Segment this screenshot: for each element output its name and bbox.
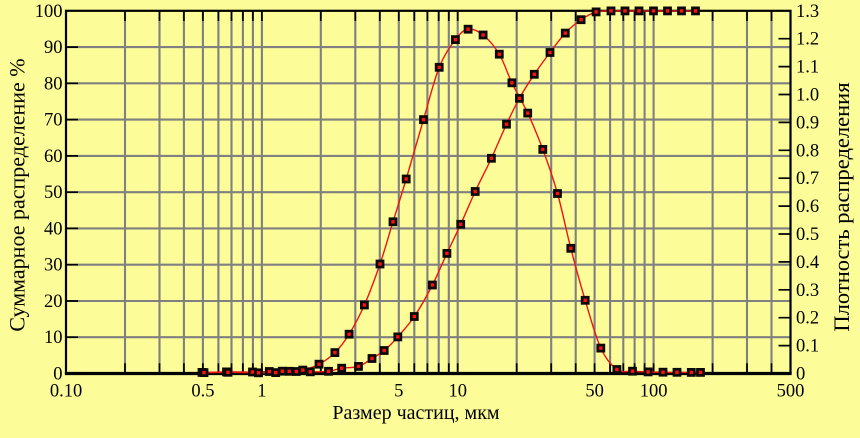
svg-text:Суммарное распределение %: Суммарное распределение %: [5, 58, 30, 331]
svg-text:10: 10: [44, 328, 63, 348]
svg-text:5: 5: [394, 382, 403, 402]
svg-text:20: 20: [44, 292, 63, 312]
svg-text:100: 100: [640, 382, 668, 402]
svg-text:0.2: 0.2: [796, 309, 819, 329]
svg-text:90: 90: [44, 38, 63, 58]
svg-text:50: 50: [44, 183, 63, 203]
svg-text:1: 1: [257, 382, 266, 402]
svg-text:70: 70: [44, 111, 63, 131]
svg-text:1.3: 1.3: [796, 2, 819, 22]
svg-text:40: 40: [44, 219, 63, 239]
svg-text:0.4: 0.4: [796, 253, 819, 273]
svg-text:0.1: 0.1: [796, 337, 819, 357]
svg-text:80: 80: [44, 74, 63, 94]
svg-text:10: 10: [448, 382, 467, 402]
svg-text:0.8: 0.8: [796, 141, 819, 161]
svg-text:0: 0: [53, 365, 62, 385]
svg-text:0.3: 0.3: [796, 281, 819, 301]
svg-text:100: 100: [35, 2, 63, 22]
svg-text:1.1: 1.1: [796, 58, 819, 78]
svg-text:Размер частиц, мкм: Размер частиц, мкм: [332, 402, 499, 424]
svg-text:0.5: 0.5: [191, 382, 214, 402]
svg-text:500: 500: [777, 382, 805, 402]
svg-text:0.5: 0.5: [796, 225, 819, 245]
svg-text:0: 0: [796, 365, 805, 385]
svg-text:Плотность распределения: Плотность распределения: [829, 82, 854, 331]
svg-text:30: 30: [44, 256, 63, 276]
svg-text:60: 60: [44, 147, 63, 167]
svg-text:50: 50: [585, 382, 604, 402]
svg-text:0.9: 0.9: [796, 113, 819, 133]
svg-text:0.7: 0.7: [796, 169, 819, 189]
svg-text:1.0: 1.0: [796, 86, 819, 106]
svg-text:0.10: 0.10: [50, 382, 82, 402]
svg-text:1.2: 1.2: [796, 30, 819, 50]
svg-text:0.6: 0.6: [796, 197, 819, 217]
